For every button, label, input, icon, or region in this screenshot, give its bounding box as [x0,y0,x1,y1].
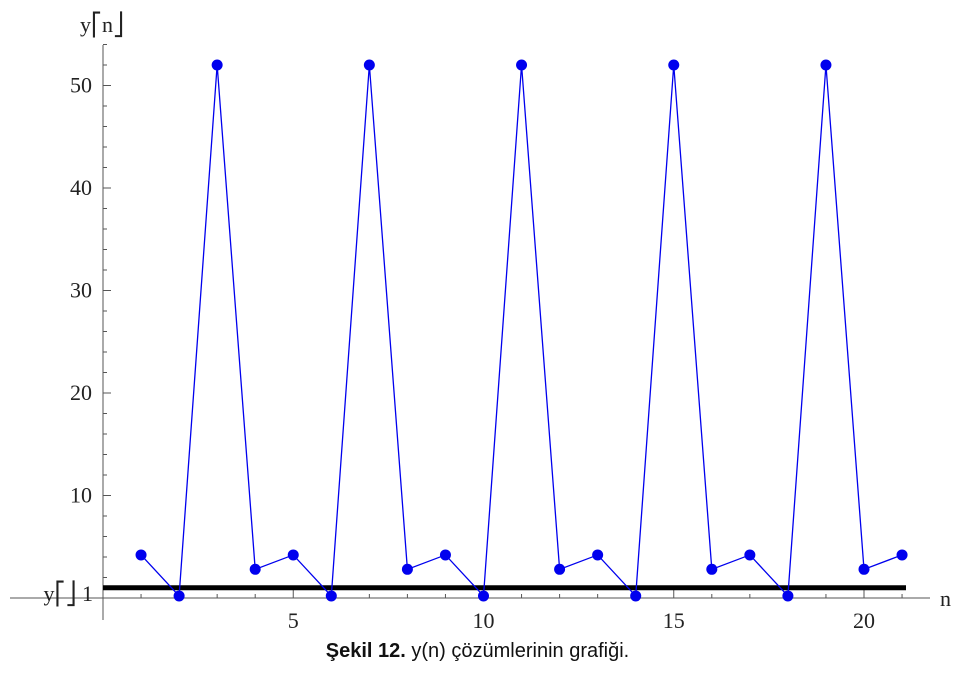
x-tick-label: 5 [288,608,299,633]
y-tick-label: 30 [70,278,92,303]
data-point [211,59,223,71]
data-point [592,549,604,561]
data-point [820,59,832,71]
data-point [554,563,566,575]
axes: 5 10 15 20 10 20 30 40 50 n y⎡n⎦ y⎡⎦ 1 [10,11,951,633]
x-tick-label: 10 [473,608,495,633]
reference-line-label: y⎡⎦ 1 [44,580,94,607]
data-point [744,549,756,561]
y-tick-label: 10 [70,483,92,508]
caption-label: Şekil 12. [325,640,406,662]
chart-marks [103,59,908,602]
x-tick-label: 15 [663,608,685,633]
data-point [896,549,908,561]
data-point [478,590,489,602]
data-point [516,59,528,71]
data-point [668,59,680,71]
data-point [706,563,718,575]
figure-caption: Şekil 12. y(n) çözümlerinin grafiği. [0,640,955,663]
series-line [140,64,903,598]
data-point [249,563,261,575]
data-point [630,590,642,602]
data-point [135,549,147,561]
data-point [173,590,185,602]
data-point [325,590,337,602]
y-tick-label: 40 [70,175,92,200]
data-point [858,563,870,575]
y-axis-title: y⎡n⎦ [80,11,124,38]
data-point [401,563,413,575]
x-axis-title: n [940,586,951,611]
x-tick-label: 20 [853,608,875,633]
data-point [363,59,375,71]
y-tick-label: 50 [70,73,92,98]
caption-text: y(n) çözümlerinin grafiği. [411,640,630,662]
data-point [287,549,299,561]
data-point [439,549,451,561]
y-tick-label: 20 [70,380,92,405]
data-point [782,590,794,602]
